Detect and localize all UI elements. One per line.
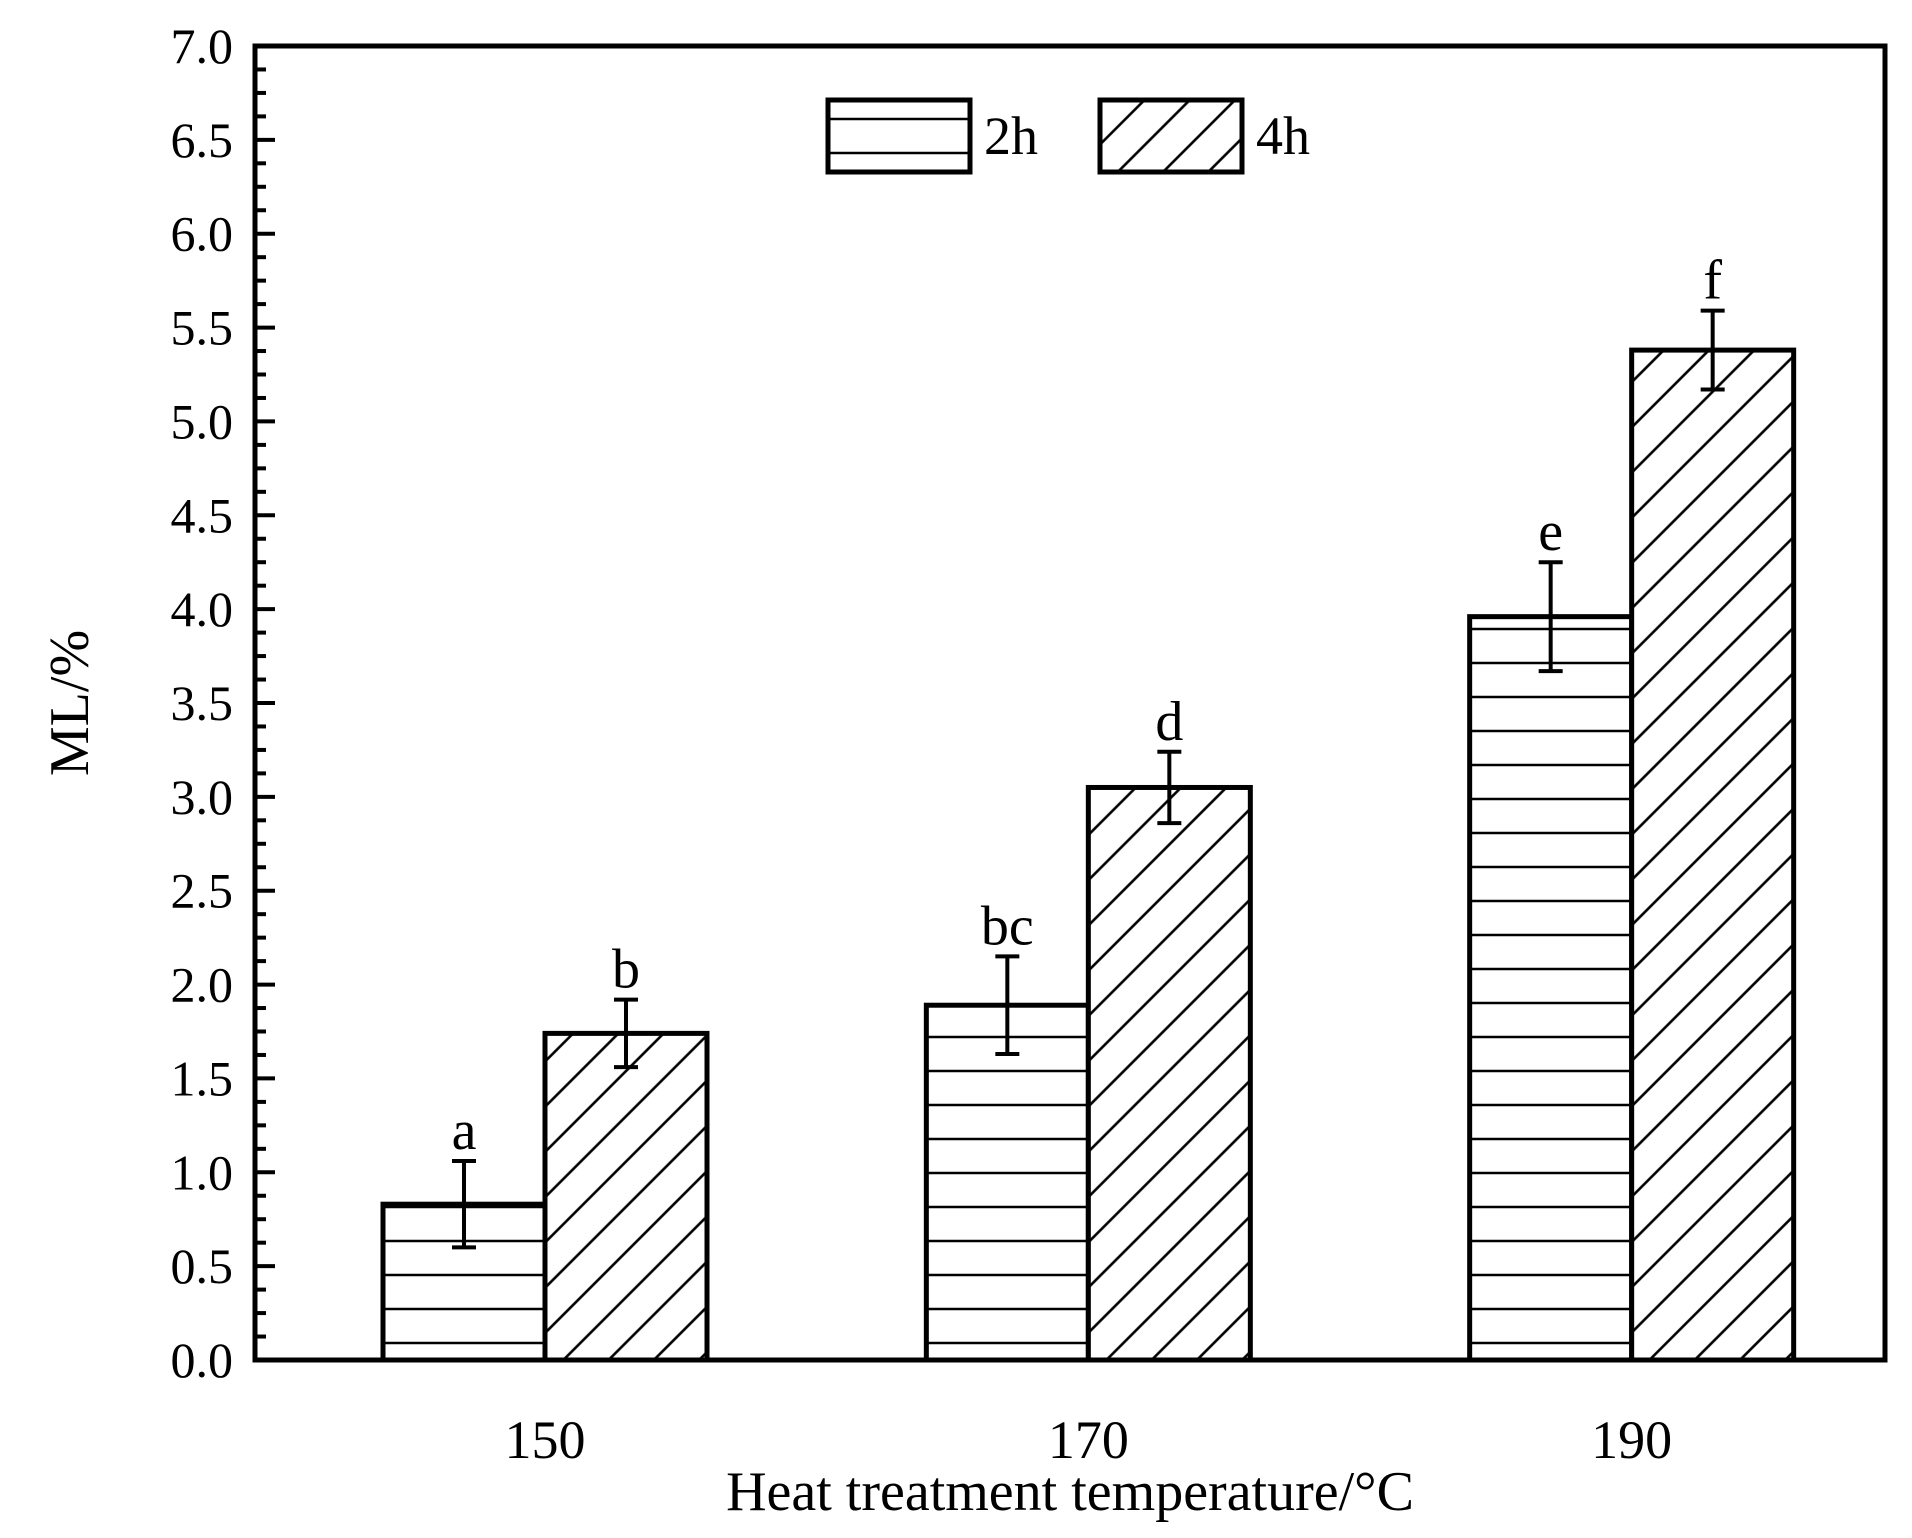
bar-4h-150 — [542, 1030, 710, 1363]
significance-letter: bc — [981, 895, 1034, 957]
y-tick-label: 0.5 — [171, 1238, 234, 1294]
legend-label-4h: 4h — [1256, 106, 1310, 166]
bar-4h-190 — [1629, 347, 1797, 1363]
bar-4h-170 — [1085, 784, 1253, 1363]
y-tick-label: 5.5 — [171, 300, 234, 356]
x-axis: 150 170 190 — [505, 1410, 1673, 1470]
significance-letters-layer: a b bc d e f — [452, 250, 1723, 1162]
y-tick-label: 2.0 — [171, 957, 234, 1013]
y-axis: 0.0 0.5 1.0 1.5 2.0 2.5 3.0 3.5 4.0 4.5 5.0 5.5 6.0 6… — [171, 18, 275, 1388]
y-tick-label: 5.0 — [171, 393, 234, 449]
y-tick-label: 1.0 — [171, 1144, 234, 1200]
significance-letter: e — [1538, 501, 1563, 563]
x-tick-label: 150 — [505, 1410, 586, 1470]
legend-swatch-4h — [1097, 97, 1245, 175]
significance-letter: a — [452, 1100, 477, 1162]
bars-layer — [380, 347, 1797, 1363]
x-axis-title: Heat treatment temperature/°C — [726, 1461, 1414, 1523]
bar-2h-190 — [1467, 614, 1635, 1363]
y-tick-label: 7.0 — [171, 18, 234, 74]
legend-swatch-2h — [825, 97, 973, 175]
y-tick-label: 4.5 — [171, 487, 234, 543]
y-tick-label: 4.0 — [171, 581, 234, 637]
y-tick-label: 6.5 — [171, 112, 234, 168]
significance-letter: d — [1155, 691, 1183, 753]
x-tick-label: 170 — [1048, 1410, 1129, 1470]
significance-letter: f — [1703, 250, 1722, 312]
legend-label-2h: 2h — [984, 106, 1038, 166]
y-axis-title: ML/% — [39, 630, 101, 776]
y-tick-label: 6.0 — [171, 206, 234, 262]
y-tick-label: 2.5 — [171, 863, 234, 919]
y-tick-label: 1.5 — [171, 1050, 234, 1106]
x-tick-label: 190 — [1591, 1410, 1672, 1470]
y-tick-label: 3.5 — [171, 675, 234, 731]
bar-2h-170 — [923, 1002, 1091, 1363]
error-bars-layer — [452, 308, 1725, 1250]
significance-letter: b — [612, 939, 640, 1001]
y-tick-label: 0.0 — [171, 1332, 234, 1388]
legend: 2h 4h — [825, 97, 1310, 175]
y-tick-label: 3.0 — [171, 769, 234, 825]
